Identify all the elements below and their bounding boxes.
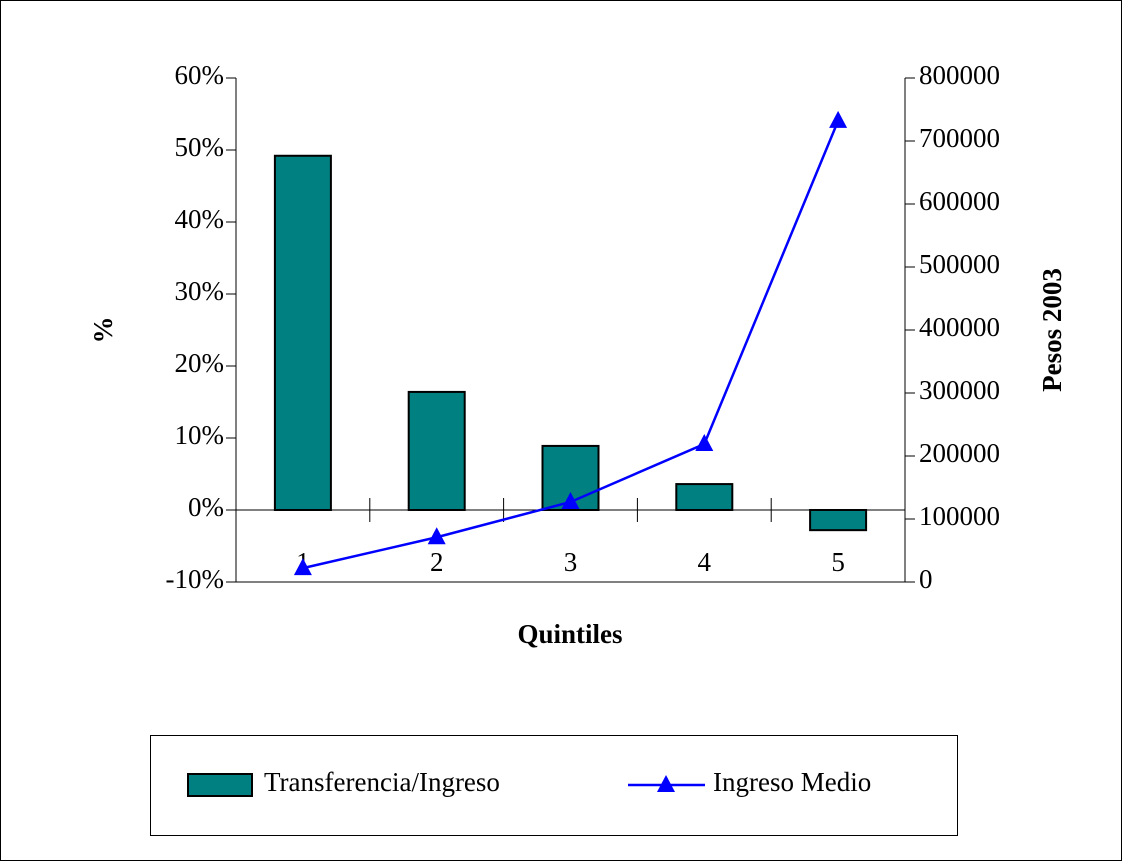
marker <box>829 110 848 128</box>
y2-tick-label: 200000 <box>919 438 1000 468</box>
y2-tick-label: 500000 <box>919 249 1000 279</box>
y2-tick-label: 100000 <box>919 501 1000 531</box>
y2-axis-label: Pesos 2003 <box>1037 268 1067 392</box>
y-tick-label: 40% <box>175 204 225 234</box>
y-tick-label: 30% <box>175 276 225 306</box>
legend-marker <box>657 775 675 792</box>
x-axis-label: Quintiles <box>517 619 622 649</box>
bar <box>675 483 734 511</box>
y2-tick-label: 800000 <box>919 60 1000 90</box>
y-tick-label: 10% <box>175 420 225 450</box>
marker <box>293 558 312 576</box>
y2-tick-label: 300000 <box>919 375 1000 405</box>
bar <box>407 390 466 512</box>
y-tick-label: 20% <box>175 348 225 378</box>
y-tick-label: 60% <box>175 60 225 90</box>
marker <box>695 434 714 452</box>
x-tick-label: 4 <box>698 547 712 577</box>
x-tick-label: 3 <box>564 547 578 577</box>
legend-label: Ingreso Medio <box>713 767 871 797</box>
y-axis-label: % <box>88 317 118 344</box>
legend-box <box>150 735 958 836</box>
marker <box>561 491 580 509</box>
legend-label: Transferencia/Ingreso <box>264 767 500 797</box>
y2-tick-label: 600000 <box>919 186 1000 216</box>
marker <box>427 527 446 545</box>
legend-swatch <box>187 773 253 797</box>
y-tick-label: 50% <box>175 132 225 162</box>
y-tick-label: 0% <box>188 492 224 522</box>
x-tick-label: 5 <box>831 547 845 577</box>
y-tick-label: -10% <box>166 564 224 594</box>
bar <box>809 509 868 532</box>
y2-tick-label: 0 <box>919 564 933 594</box>
y2-tick-label: 700000 <box>919 123 1000 153</box>
bar <box>273 154 332 511</box>
x-tick-label: 2 <box>430 547 444 577</box>
y2-tick-label: 400000 <box>919 312 1000 342</box>
